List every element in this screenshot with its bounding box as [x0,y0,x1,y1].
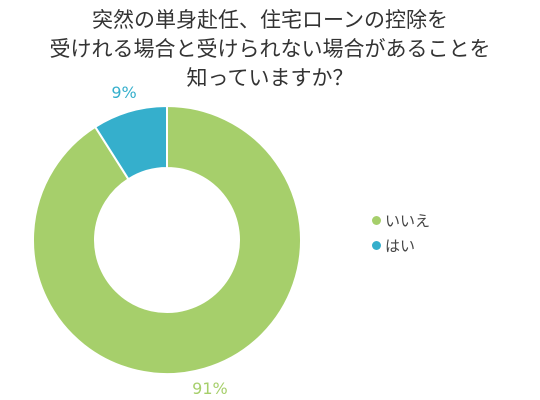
legend-marker-hai [372,240,381,250]
legend-item-hai: はい [372,234,430,256]
legend-marker-iie [372,215,381,225]
chart-legend: いいえ はい [372,209,430,259]
legend-label-hai: はい [385,236,416,255]
data-label-iie: 91% [192,379,228,398]
slice-iie [32,104,302,375]
data-label-hai: 9% [111,83,136,102]
chart-title-line-1: 突然の単身赴任、住宅ローンの控除を [92,8,448,32]
chart-title: 突然の単身赴任、住宅ローンの控除を 受けれる場合と受けられない場合があることを … [0,6,540,93]
slice-hai [93,104,168,181]
chart-title-line-3: 知っていますか？ [186,66,354,90]
legend-label-iie: いいえ [385,211,431,230]
chart-title-line-2: 受けれる場合と受けられない場合があることを [49,37,491,61]
legend-item-iie: いいえ [372,209,430,231]
